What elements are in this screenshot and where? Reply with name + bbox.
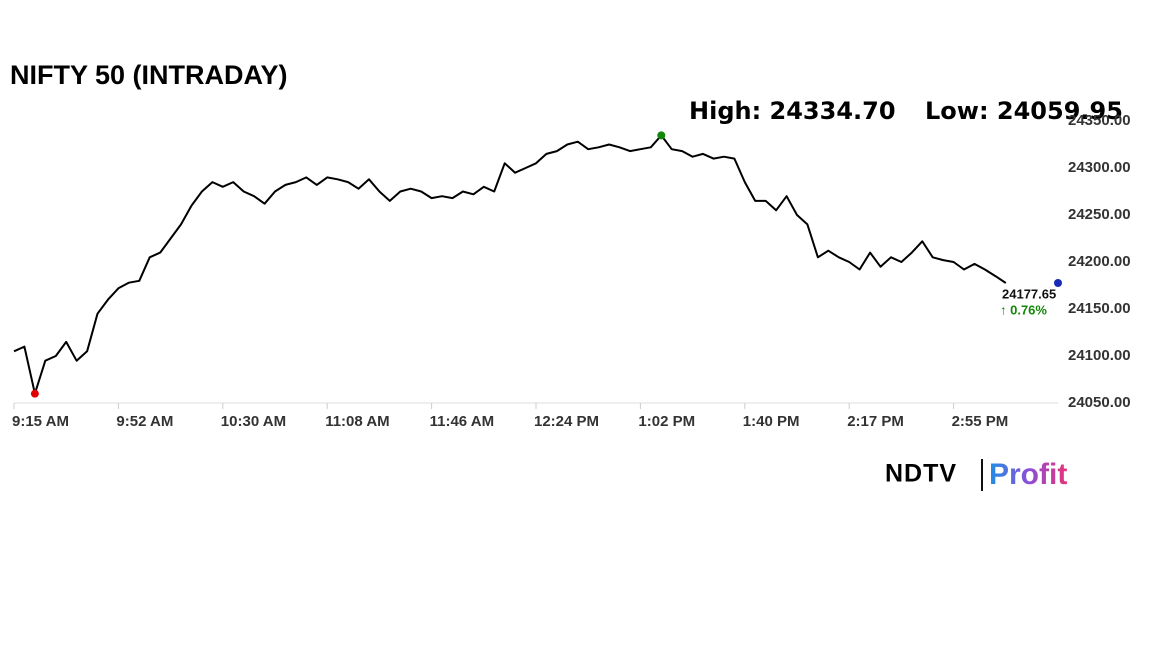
y-tick-label: 24350.00 bbox=[1068, 112, 1131, 129]
y-tick-label: 24050.00 bbox=[1068, 394, 1131, 411]
x-tick-label: 10:30 AM bbox=[221, 413, 286, 430]
low-marker bbox=[30, 389, 39, 398]
y-tick-label: 24250.00 bbox=[1068, 206, 1131, 223]
brand: NDTV bbox=[885, 460, 957, 488]
change-label: ↑ 0.76% bbox=[1000, 302, 1047, 317]
y-tick-label: 24150.00 bbox=[1068, 300, 1131, 317]
x-tick-label: 2:17 PM bbox=[847, 413, 904, 430]
x-tick-label: 12:24 PM bbox=[534, 413, 599, 430]
price-line bbox=[13, 134, 1007, 395]
high-text: High: 24334.70 bbox=[689, 97, 896, 125]
x-tick-label: 1:40 PM bbox=[743, 413, 800, 430]
x-tick-label: 11:46 AM bbox=[430, 413, 494, 430]
high-marker bbox=[657, 131, 666, 140]
low-text: Low: 24059.95 bbox=[925, 97, 1123, 125]
y-tick-label: 24300.00 bbox=[1068, 159, 1131, 176]
x-tick-label: 9:52 AM bbox=[116, 413, 173, 430]
x-tick-label: 9:15 AM bbox=[12, 413, 69, 430]
y-tick-label: 24100.00 bbox=[1068, 347, 1131, 364]
chart-title: NIFTY 50 (INTRADAY) bbox=[10, 60, 288, 90]
last-value-label: 24177.65 bbox=[1002, 286, 1056, 301]
x-tick-label: 1:02 PM bbox=[638, 413, 695, 430]
x-tick-label: 11:08 AM bbox=[325, 413, 389, 430]
y-tick-label: 24200.00 bbox=[1068, 253, 1131, 270]
brand-suffix: Profit bbox=[989, 458, 1067, 491]
x-tick-label: 2:55 PM bbox=[952, 413, 1009, 430]
last-marker bbox=[1054, 279, 1062, 288]
